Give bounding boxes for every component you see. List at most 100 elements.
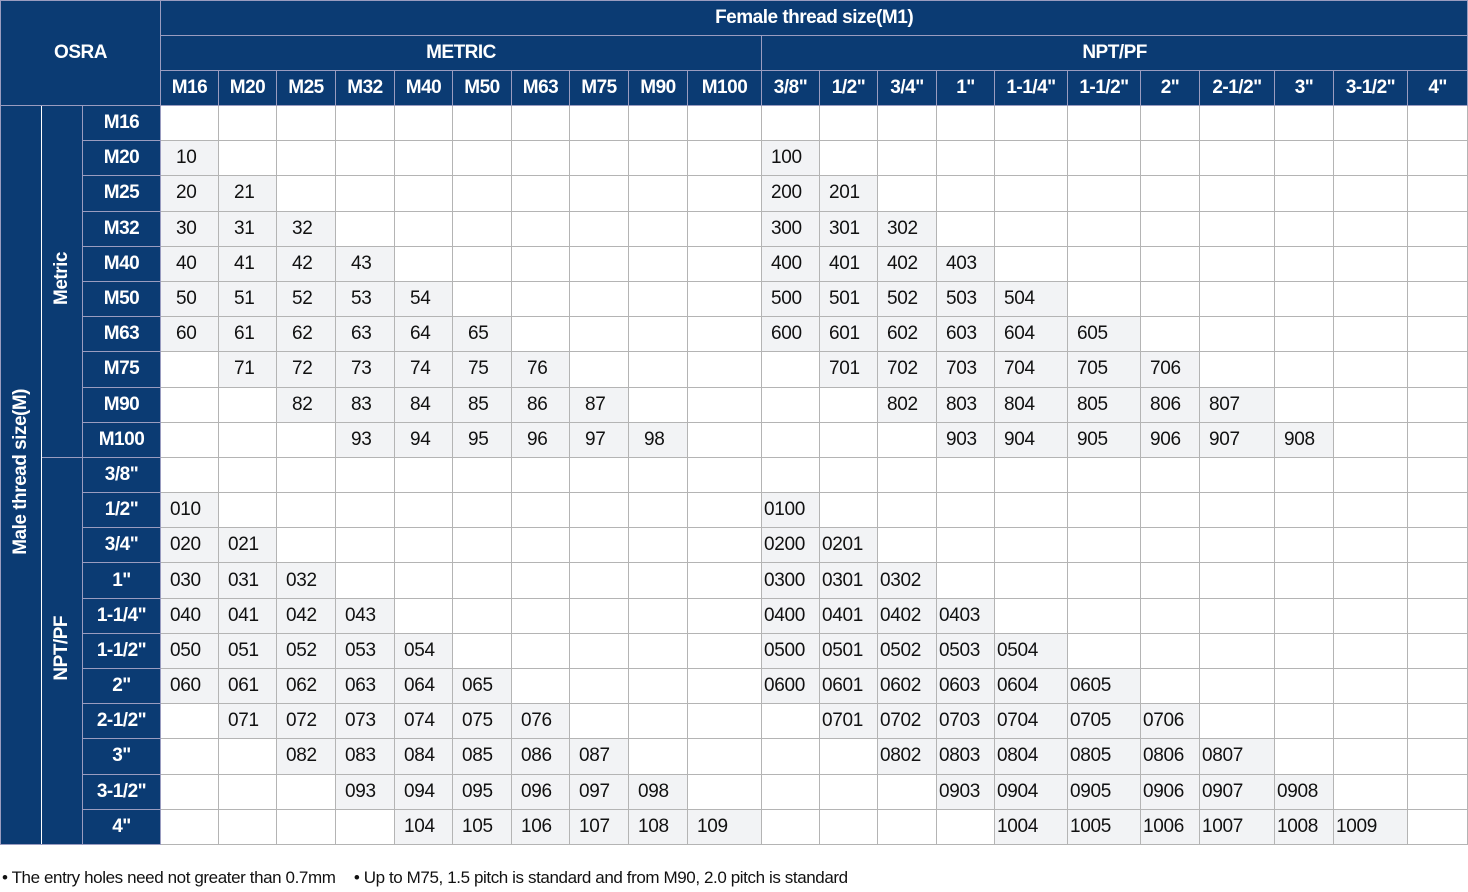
table-cell: 065 <box>452 667 512 705</box>
table-row: 1-1/2" 050 051 052 053 054 0500 0501 0502 0503 050… <box>1 632 1468 670</box>
table-cell <box>687 456 762 494</box>
table-cell <box>394 245 453 282</box>
table-cell <box>1333 738 1408 775</box>
female-group-metric: METRIC <box>160 35 762 71</box>
table-cell: 0600 <box>761 667 820 705</box>
column-header: 1" <box>936 70 995 106</box>
column-header: M25 <box>276 70 336 106</box>
table-cell: 83 <box>335 386 395 423</box>
table-cell: 0906 <box>1140 773 1200 810</box>
table-cell <box>936 808 995 845</box>
table-cell <box>569 140 629 177</box>
table-cell: 95 <box>452 421 512 458</box>
table-row: 3" 082 083 084 085 086 087 0802 0803 0804 0805 0806… <box>1 738 1468 775</box>
table-cell <box>276 140 336 177</box>
table-cell: 030 <box>160 562 219 599</box>
table-cell: 50 <box>160 280 219 318</box>
table-cell <box>1333 140 1408 177</box>
row-header: M63 <box>82 316 161 353</box>
table-cell: 052 <box>276 632 336 670</box>
row-header: 3/8" <box>82 456 161 494</box>
table-cell: 0502 <box>877 632 937 670</box>
table-cell <box>819 421 878 458</box>
table-cell <box>819 456 878 494</box>
table-cell <box>1199 703 1275 740</box>
table-cell <box>335 492 395 529</box>
row-header: M32 <box>82 210 161 247</box>
table-cell <box>218 104 277 142</box>
table-cell <box>819 738 878 775</box>
table-cell <box>1406 175 1468 212</box>
table-cell <box>1333 492 1408 529</box>
table-cell: 43 <box>335 245 395 282</box>
table-cell: 0805 <box>1067 738 1141 775</box>
row-header: 1-1/4" <box>82 597 161 634</box>
table-row: M100 93 94 95 96 97 98 903 904 905 906 907 908 <box>1 421 1468 458</box>
table-cell: 0603 <box>936 667 995 705</box>
table-cell <box>1140 245 1200 282</box>
table-cell <box>511 175 570 212</box>
table-cell <box>276 773 336 810</box>
column-header: M100 <box>687 70 762 106</box>
table-cell: 100 <box>761 140 820 177</box>
footer-note-pitch: • Up to M75, 1.5 pitch is standard and f… <box>353 868 848 887</box>
table-cell: 107 <box>569 808 629 845</box>
table-cell <box>819 104 878 142</box>
table-cell <box>1333 597 1408 634</box>
table-cell: 0401 <box>819 597 878 634</box>
table-cell: 61 <box>218 316 277 353</box>
table-cell <box>1274 632 1334 670</box>
table-cell <box>1067 210 1141 247</box>
table-cell: 98 <box>628 421 688 458</box>
table-cell: 73 <box>335 351 395 388</box>
table-cell <box>761 104 820 142</box>
table-cell: 600 <box>761 316 820 353</box>
table-cell <box>1140 175 1200 212</box>
table-cell <box>761 421 820 458</box>
table-cell <box>628 703 688 740</box>
table-cell <box>160 421 219 458</box>
table-cell <box>687 562 762 599</box>
table-cell <box>394 597 453 634</box>
table-cell <box>569 527 629 564</box>
table-cell <box>1333 175 1408 212</box>
table-cell <box>335 808 395 845</box>
table-cell: 0806 <box>1140 738 1200 775</box>
table-cell: 098 <box>628 773 688 810</box>
table-cell <box>1140 667 1200 705</box>
table-cell <box>276 104 336 142</box>
table-cell <box>511 597 570 634</box>
table-cell <box>569 597 629 634</box>
footer-notes: • The entry holes need not greater than … <box>2 868 862 888</box>
table-cell <box>761 703 820 740</box>
male-thread-title-text: Male thread size(M) <box>10 389 31 555</box>
table-cell: 807 <box>1199 386 1275 423</box>
male-group-npt: NPT/PF <box>41 456 83 845</box>
table-cell: 62 <box>276 316 336 353</box>
table-cell <box>936 104 995 142</box>
table-cell: 010 <box>160 492 219 529</box>
table-cell <box>1067 527 1141 564</box>
table-cell <box>160 738 219 775</box>
table-cell <box>687 175 762 212</box>
table-cell <box>1199 667 1275 705</box>
table-cell: 083 <box>335 738 395 775</box>
table-cell: 043 <box>335 597 395 634</box>
table-row: M32 30 31 32 300 301 302 <box>1 210 1468 247</box>
table-cell: 704 <box>994 351 1068 388</box>
table-cell <box>1406 808 1468 845</box>
table-cell <box>687 280 762 318</box>
male-thread-title: Male thread size(M) <box>0 105 42 845</box>
table-cell <box>628 245 688 282</box>
table-cell <box>1406 667 1468 705</box>
table-cell: 32 <box>276 210 336 247</box>
table-cell <box>877 808 937 845</box>
table-cell: 504 <box>994 280 1068 318</box>
table-cell: 52 <box>276 280 336 318</box>
table-cell <box>1406 421 1468 458</box>
row-header: 4" <box>82 808 161 845</box>
table-cell <box>160 808 219 845</box>
row-header: M25 <box>82 175 161 212</box>
table-cell: 403 <box>936 245 995 282</box>
table-cell: 0201 <box>819 527 878 564</box>
